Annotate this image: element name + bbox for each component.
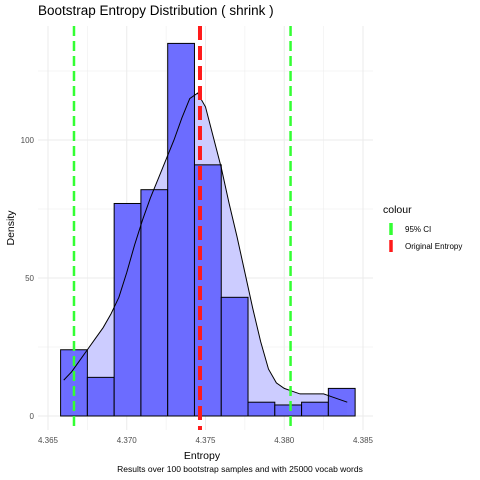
chart-caption: Results over 100 bootstrap samples and w… — [0, 464, 480, 474]
x-axis-ticks: 4.365 4.370 4.375 4.380 4.385 — [38, 436, 374, 445]
histogram-bar-2 — [87, 377, 114, 416]
y-axis-title: Density — [5, 210, 17, 246]
y-axis-ticks: 0 50 100 — [21, 136, 35, 421]
histogram-bar-9 — [275, 405, 302, 416]
histogram-bar-10 — [302, 402, 329, 416]
histogram-bar-7 — [221, 297, 248, 416]
histogram-bar-5 — [168, 43, 195, 416]
y-tick-label: 50 — [25, 274, 34, 283]
histogram-bar-8 — [248, 402, 275, 416]
x-tick-label: 4.365 — [38, 436, 59, 445]
histogram-bar-3 — [114, 203, 141, 416]
y-tick-label: 100 — [21, 136, 35, 145]
legend-label-2: Original Entropy — [405, 242, 462, 251]
histogram-bar-4 — [141, 190, 168, 416]
y-tick-label: 0 — [30, 412, 35, 421]
legend-label-1: 95% CI — [405, 225, 431, 234]
x-tick-label: 4.375 — [195, 436, 216, 445]
legend: colour 95% CI Original Entropy — [383, 204, 462, 252]
x-tick-label: 4.380 — [274, 436, 295, 445]
x-axis-title: Entropy — [184, 450, 221, 462]
legend-title: colour — [383, 204, 412, 216]
x-tick-label: 4.370 — [117, 436, 138, 445]
x-tick-label: 4.385 — [353, 436, 374, 445]
histogram-bar-11 — [328, 388, 355, 416]
